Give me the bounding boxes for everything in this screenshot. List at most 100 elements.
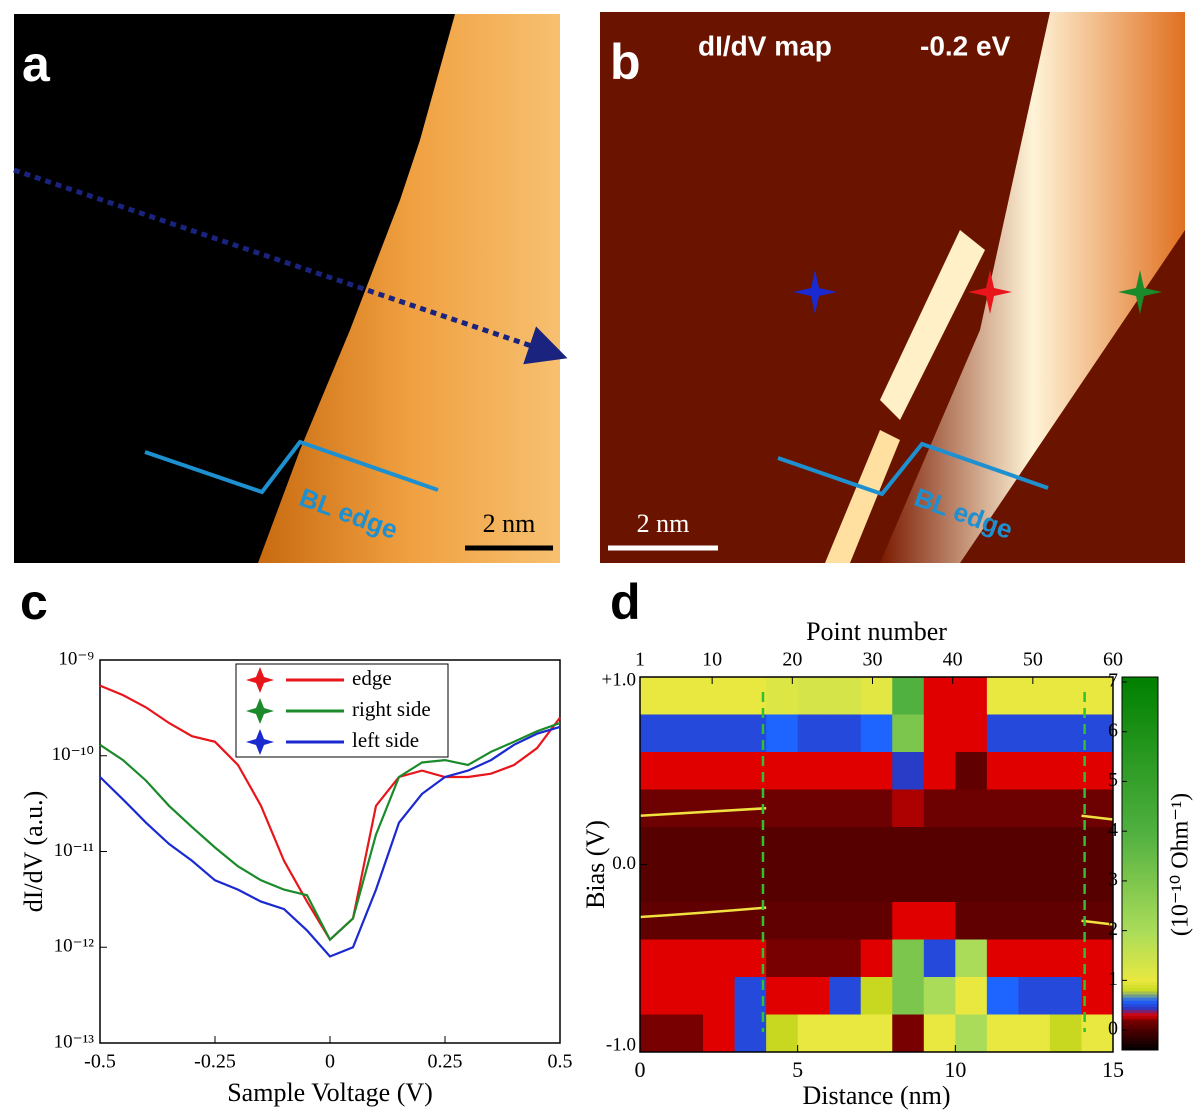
x2-tick-label: 40	[943, 649, 963, 671]
colorbar-step	[1122, 1003, 1158, 1007]
colorbar-step	[1122, 950, 1158, 955]
heatmap-cell	[1018, 714, 1051, 753]
heatmap-cell	[640, 902, 673, 940]
heatmap-cell	[1049, 714, 1082, 753]
colorbar-step	[1122, 767, 1158, 771]
colorbar-step	[1122, 683, 1158, 687]
y-axis-label: dI/dV (a.u.)	[19, 791, 48, 913]
x-tick-label: 0	[635, 1057, 646, 1082]
heatmap-cell	[671, 752, 704, 790]
heatmap-cell	[955, 939, 988, 978]
colorbar-step	[1122, 754, 1158, 759]
x2-tick-label: 10	[702, 649, 722, 671]
colorbar-step	[1122, 739, 1158, 743]
colorbar-step	[1122, 956, 1158, 961]
heatmap-cell	[766, 902, 799, 940]
x-tick-label: 15	[1102, 1057, 1124, 1082]
x-tick-label: 5	[792, 1057, 803, 1082]
heatmap-cell	[986, 714, 1019, 753]
heatmap-cell	[923, 752, 956, 790]
x-tick-label: 0	[325, 1051, 335, 1073]
colorbar-step	[1122, 910, 1158, 914]
colorbar-step	[1122, 736, 1158, 740]
colorbar-step	[1122, 891, 1158, 896]
colorbar-step	[1122, 748, 1158, 753]
colorbar-step	[1122, 1025, 1158, 1029]
x-tick-label: 0.25	[428, 1051, 463, 1073]
heatmap-cell	[734, 939, 767, 978]
heatmap-cell	[829, 752, 862, 790]
colorbar-step	[1122, 931, 1158, 936]
colorbar-tick-label: 1	[1108, 968, 1118, 990]
x2-tick-label: 30	[862, 649, 882, 671]
heatmap-cell	[829, 939, 862, 978]
colorbar-step	[1122, 695, 1158, 700]
colorbar-step	[1122, 863, 1158, 868]
heatmap-cell	[703, 1014, 736, 1053]
x2-tick-label: 60	[1103, 649, 1123, 671]
colorbar-step	[1122, 1031, 1158, 1035]
colorbar-step	[1122, 776, 1158, 781]
colorbar-step	[1122, 925, 1158, 930]
guide-line	[761, 692, 1086, 1032]
heatmap-cell	[1081, 864, 1114, 903]
colorbar-step	[1122, 900, 1158, 905]
tip-position	[1118, 270, 1162, 314]
heatmap-cell	[923, 977, 956, 1015]
colorbar-step	[1122, 897, 1158, 902]
heatmap-cell	[955, 902, 988, 940]
legend-label: left side	[352, 728, 419, 752]
colorbar-step	[1122, 677, 1158, 681]
colorbar-tick-label: 4	[1108, 819, 1118, 841]
heatmap-cell	[955, 1014, 988, 1053]
heatmap-cell	[766, 864, 799, 903]
heatmap-cell	[766, 977, 799, 1015]
colorbar-step	[1122, 813, 1158, 818]
colorbar-step	[1122, 969, 1158, 973]
colorbar-step	[1122, 795, 1158, 799]
panel-letter: a	[22, 36, 51, 92]
heatmap-cell	[860, 864, 893, 903]
x-tick-label: -0.25	[194, 1051, 236, 1073]
heatmap-cell	[734, 677, 767, 715]
heatmap-cell	[986, 902, 1019, 940]
x2-axis-label: Point number	[806, 617, 947, 646]
heatmap-cell	[860, 827, 893, 865]
colorbar-step	[1122, 987, 1158, 992]
heatmap-cell	[671, 677, 704, 715]
y-tick-label: 10⁻⁹	[58, 648, 94, 669]
heatmap-cell	[671, 864, 704, 903]
colorbar-step	[1122, 1012, 1158, 1017]
colorbar-step	[1122, 804, 1158, 809]
heatmap-cell	[766, 752, 799, 790]
heatmap-cell	[734, 1014, 767, 1053]
heatmap-cell	[1018, 977, 1051, 1015]
x2-tick-label: 20	[782, 649, 802, 671]
legend-marker	[246, 698, 274, 724]
heatmap-cell	[766, 939, 799, 978]
heatmap-cell	[1081, 677, 1114, 715]
heatmap-cell	[671, 939, 704, 978]
colorbar-step	[1122, 997, 1158, 1001]
bright-edge	[880, 230, 985, 420]
heatmap-cell	[1081, 939, 1114, 978]
colorbar-frame	[1121, 676, 1159, 1051]
colorbar-tick-label: 7	[1108, 670, 1118, 692]
colorbar-step	[1122, 857, 1158, 861]
colorbar-step	[1122, 938, 1158, 942]
colorbar-step	[1122, 894, 1158, 899]
heatmap-cell	[1081, 977, 1114, 1015]
x2-tick-label: 50	[1023, 649, 1043, 671]
colorbar-step	[1122, 751, 1158, 756]
x-tick-label: -0.5	[84, 1051, 116, 1073]
colorbar-step	[1122, 689, 1158, 694]
map-energy: -0.2 eV	[920, 30, 1011, 61]
colorbar-step	[1122, 872, 1158, 877]
colorbar-step	[1122, 888, 1158, 892]
colorbar-step	[1122, 823, 1158, 827]
colorbar-step	[1122, 944, 1158, 948]
colorbar-step	[1122, 866, 1158, 871]
colorbar-step	[1122, 717, 1158, 722]
colorbar-step	[1122, 919, 1158, 924]
colorbar-step	[1122, 764, 1158, 768]
